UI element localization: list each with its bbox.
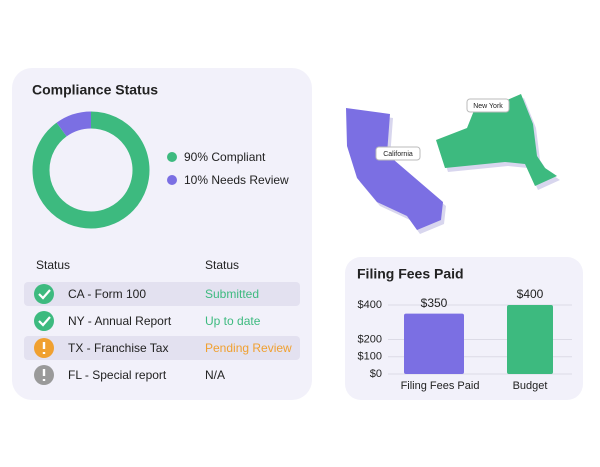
x-tick-label: Budget [513, 380, 548, 392]
bar [507, 305, 553, 374]
map-label-box [375, 146, 421, 161]
legend-label: 90% Compliant [184, 150, 266, 164]
map-label: New York [473, 103, 503, 110]
table-header: Status [36, 258, 70, 272]
value-label: $350 [421, 296, 448, 310]
row-status: Pending Review [205, 341, 292, 355]
new-york-shape [436, 94, 557, 186]
y-tick-label: $100 [358, 351, 382, 363]
card-title: Compliance Status [32, 82, 158, 98]
legend-swatch [167, 152, 177, 162]
y-tick-label: $400 [358, 299, 382, 311]
row-status: N/A [205, 368, 225, 382]
row-highlight [24, 336, 300, 360]
check-mark [38, 289, 51, 300]
row-label: NY - Annual Report [68, 314, 172, 328]
check-icon [34, 311, 54, 331]
legend-swatch [167, 175, 177, 185]
row-highlight [24, 282, 300, 306]
row-label: CA - Form 100 [68, 287, 146, 301]
map-label-box [466, 98, 510, 113]
row-label: FL - Special report [68, 368, 167, 382]
row-label: TX - Franchise Tax [68, 341, 168, 355]
bar [404, 313, 464, 374]
map-label: California [383, 151, 413, 158]
x-tick-label: Filing Fees Paid [401, 380, 480, 392]
donut-chart [32, 111, 150, 229]
y-tick-label: $200 [358, 333, 382, 345]
check-mark [38, 316, 51, 327]
donut-slice [32, 111, 150, 229]
table-header: Status [205, 258, 239, 272]
value-label: $400 [517, 287, 544, 301]
legend-label: 10% Needs Review [184, 173, 289, 187]
california-shape [346, 108, 443, 230]
bar-chart: $0 $100 $200 $400 $350 Filing Fees Paid $400 Bu… [358, 287, 572, 392]
card-title: Filing Fees Paid [357, 266, 464, 282]
map-illustration: California New York [346, 94, 560, 234]
row-status: Up to date [205, 314, 261, 328]
compliance-card [12, 68, 312, 400]
check-icon [34, 284, 54, 304]
y-tick-label: $0 [370, 368, 382, 380]
donut-slice [56, 111, 92, 137]
row-status: Submitted [205, 287, 259, 301]
